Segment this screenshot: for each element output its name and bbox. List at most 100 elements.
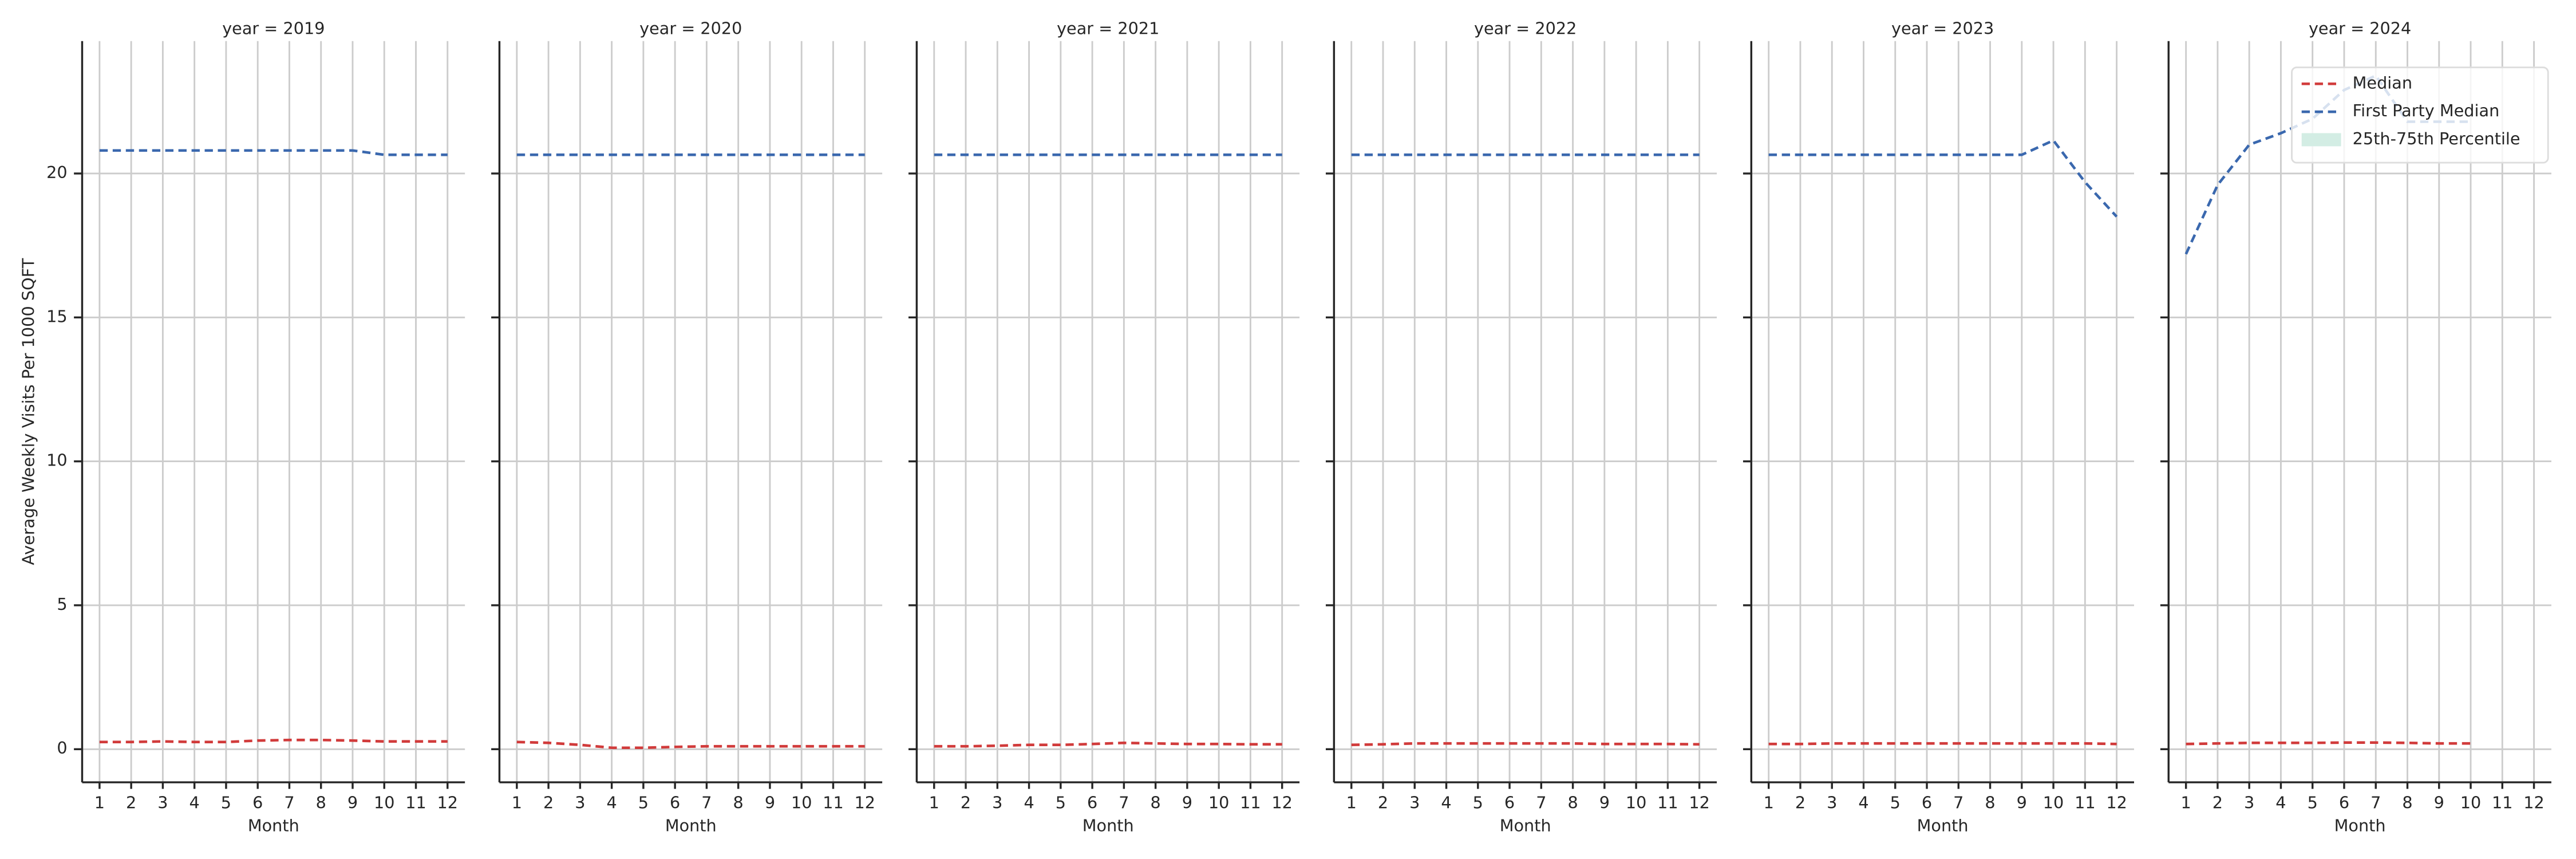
x-tick-label: 4 xyxy=(2275,793,2286,812)
x-tick-label: 3 xyxy=(1409,793,1420,812)
legend-swatch xyxy=(2301,133,2341,147)
x-tick-label: 7 xyxy=(1119,793,1129,812)
x-tick-label: 3 xyxy=(157,793,168,812)
y-tick-label: 20 xyxy=(46,163,68,182)
x-tick-label: 5 xyxy=(221,793,231,812)
x-axis-label: Month xyxy=(1500,816,1551,836)
x-tick-label: 5 xyxy=(638,793,649,812)
x-tick-label: 6 xyxy=(1087,793,1097,812)
x-tick-label: 11 xyxy=(1657,793,1678,812)
x-tick-label: 8 xyxy=(1151,793,1161,812)
x-axis-label: Month xyxy=(1082,816,1134,836)
y-axis-label: Average Weekly Visits Per 1000 SQFT xyxy=(19,258,38,565)
panel-title: year = 2023 xyxy=(1891,19,1994,38)
y-tick-label: 15 xyxy=(46,306,68,326)
x-tick-label: 11 xyxy=(823,793,844,812)
x-tick-label: 2 xyxy=(1795,793,1805,812)
x-tick-label: 12 xyxy=(1689,793,1710,812)
x-tick-label: 9 xyxy=(765,793,775,812)
line-series xyxy=(99,149,448,156)
x-tick-label: 1 xyxy=(1346,793,1357,812)
x-tick-label: 2 xyxy=(543,793,554,812)
line-series xyxy=(2186,741,2471,746)
x-tick-label: 8 xyxy=(316,793,326,812)
y-tick-label: 5 xyxy=(57,594,67,614)
x-tick-label: 8 xyxy=(733,793,744,812)
x-tick-label: 7 xyxy=(1536,793,1546,812)
x-tick-label: 2 xyxy=(2212,793,2223,812)
x-tick-label: 3 xyxy=(1827,793,1837,812)
line-series xyxy=(1768,742,2117,746)
x-tick-label: 10 xyxy=(1626,793,1647,812)
x-tick-label: 11 xyxy=(405,793,426,812)
x-tick-label: 7 xyxy=(701,793,712,812)
x-tick-label: 4 xyxy=(1858,793,1868,812)
x-tick-label: 9 xyxy=(2434,793,2444,812)
x-tick-label: 4 xyxy=(189,793,200,812)
y-tick-label: 0 xyxy=(57,738,67,758)
y-tick-label: 10 xyxy=(46,451,68,470)
legend-label: Median xyxy=(2353,73,2412,92)
x-tick-label: 1 xyxy=(94,793,105,812)
legend-box xyxy=(2291,66,2549,164)
x-tick-label: 11 xyxy=(1240,793,1261,812)
line-series xyxy=(99,738,448,743)
x-tick-label: 7 xyxy=(1953,793,1963,812)
x-tick-label: 2 xyxy=(126,793,136,812)
panel-title: year = 2021 xyxy=(1057,19,1159,38)
x-tick-label: 9 xyxy=(1182,793,1192,812)
x-tick-label: 3 xyxy=(575,793,585,812)
x-tick-label: 12 xyxy=(2523,793,2545,812)
x-tick-label: 1 xyxy=(929,793,939,812)
panel-title: year = 2022 xyxy=(1474,19,1577,38)
x-tick-label: 10 xyxy=(2043,793,2064,812)
x-tick-label: 12 xyxy=(437,793,459,812)
line-series xyxy=(934,741,1282,748)
x-tick-label: 12 xyxy=(854,793,875,812)
x-tick-label: 4 xyxy=(607,793,617,812)
line-series xyxy=(1351,742,1700,747)
x-tick-label: 5 xyxy=(1056,793,1066,812)
legend-label: 25th-75th Percentile xyxy=(2353,129,2520,148)
x-axis-label: Month xyxy=(2334,816,2386,836)
x-tick-label: 1 xyxy=(512,793,522,812)
x-tick-label: 8 xyxy=(2402,793,2412,812)
x-tick-label: 10 xyxy=(2460,793,2482,812)
panel-title: year = 2024 xyxy=(2309,19,2411,38)
x-tick-label: 4 xyxy=(1024,793,1034,812)
x-tick-label: 3 xyxy=(992,793,1002,812)
x-tick-label: 5 xyxy=(1890,793,1901,812)
x-tick-label: 4 xyxy=(1441,793,1451,812)
x-tick-label: 10 xyxy=(374,793,395,812)
x-tick-label: 12 xyxy=(2106,793,2127,812)
x-tick-label: 6 xyxy=(2339,793,2349,812)
x-tick-label: 8 xyxy=(1567,793,1578,812)
x-tick-label: 7 xyxy=(284,793,294,812)
x-tick-label: 11 xyxy=(2492,793,2513,812)
x-axis-label: Month xyxy=(1917,816,1969,836)
line-series xyxy=(1768,139,2118,218)
line-series xyxy=(516,740,865,750)
x-tick-label: 8 xyxy=(1985,793,1995,812)
panel-title: year = 2019 xyxy=(222,19,325,38)
x-tick-label: 9 xyxy=(2017,793,2027,812)
x-axis-label: Month xyxy=(665,816,717,836)
x-tick-label: 2 xyxy=(961,793,971,812)
x-tick-label: 10 xyxy=(791,793,812,812)
x-tick-label: 6 xyxy=(1922,793,1932,812)
x-tick-label: 10 xyxy=(1208,793,1230,812)
x-tick-label: 1 xyxy=(1764,793,1774,812)
x-tick-label: 1 xyxy=(2181,793,2191,812)
x-tick-label: 6 xyxy=(670,793,680,812)
x-tick-label: 3 xyxy=(2244,793,2254,812)
panel-title: year = 2020 xyxy=(639,19,742,38)
x-tick-label: 12 xyxy=(1271,793,1293,812)
legend-label: First Party Median xyxy=(2353,101,2500,120)
x-tick-label: 6 xyxy=(1504,793,1515,812)
x-axis-label: Month xyxy=(248,816,299,836)
x-tick-label: 11 xyxy=(2075,793,2096,812)
x-tick-label: 6 xyxy=(252,793,263,812)
x-tick-label: 2 xyxy=(1378,793,1388,812)
x-tick-label: 7 xyxy=(2370,793,2381,812)
